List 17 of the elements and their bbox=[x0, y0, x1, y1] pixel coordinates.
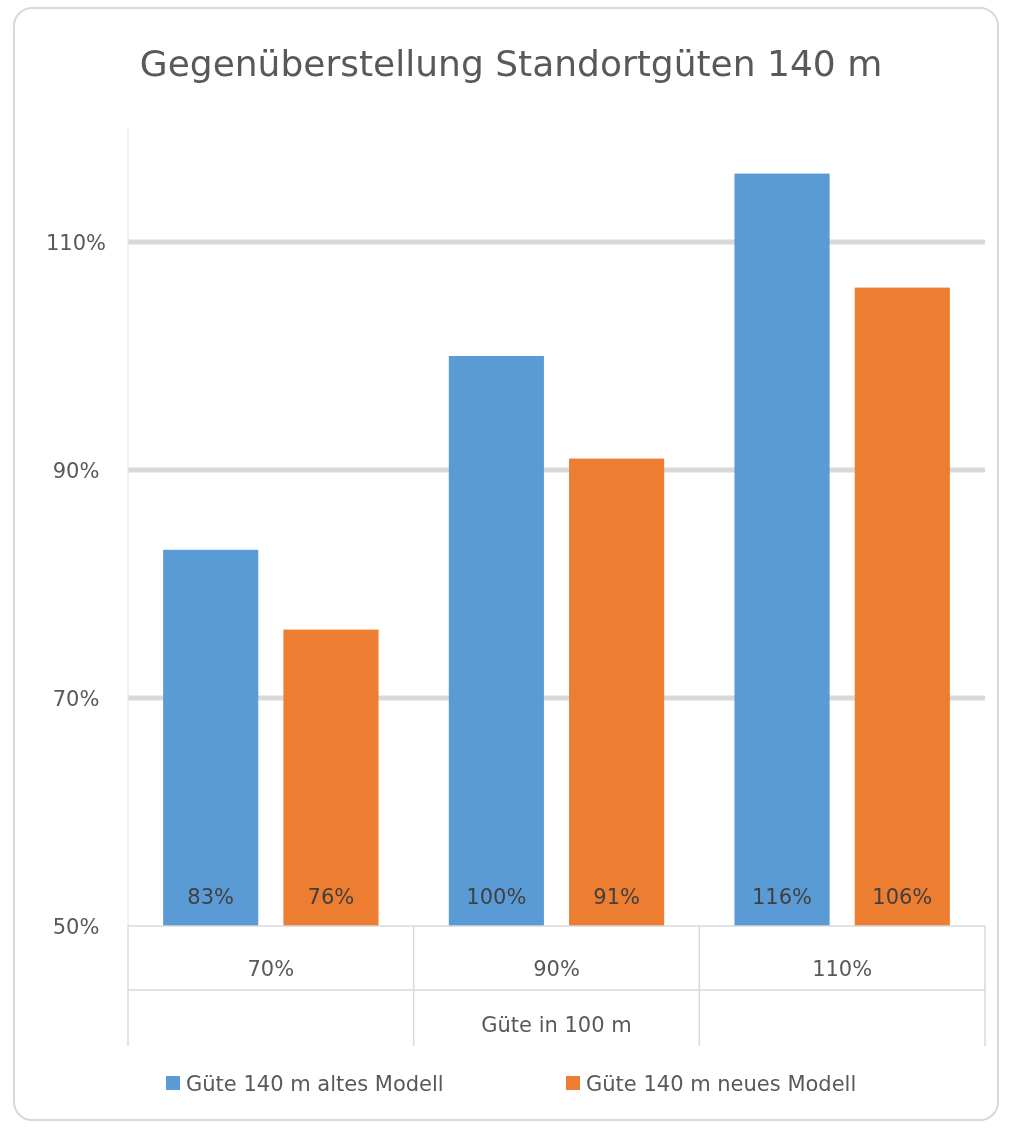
x-tick-label: 70% bbox=[247, 957, 295, 981]
legend-label: Güte 140 m altes Modell bbox=[186, 1072, 444, 1096]
x-tick-label: 90% bbox=[533, 957, 580, 981]
y-tick-label: 90% bbox=[52, 459, 100, 483]
y-tick-label: 50% bbox=[52, 915, 100, 939]
data-label: 116% bbox=[752, 885, 813, 909]
x-axis-title: Güte in 100 m bbox=[481, 1013, 632, 1037]
data-label: 100% bbox=[466, 885, 527, 909]
x-tick-label: 110% bbox=[812, 957, 873, 981]
data-label: 106% bbox=[872, 885, 933, 909]
data-label: 83% bbox=[187, 885, 235, 909]
y-tick-label: 70% bbox=[52, 687, 100, 711]
y-tick-label: 110% bbox=[45, 231, 107, 255]
chart-title: Gegenüberstellung Standortgüten 140 m bbox=[139, 43, 883, 84]
legend-label: Güte 140 m neues Modell bbox=[586, 1072, 857, 1096]
data-label: 91% bbox=[593, 885, 640, 909]
data-label: 76% bbox=[307, 885, 355, 909]
